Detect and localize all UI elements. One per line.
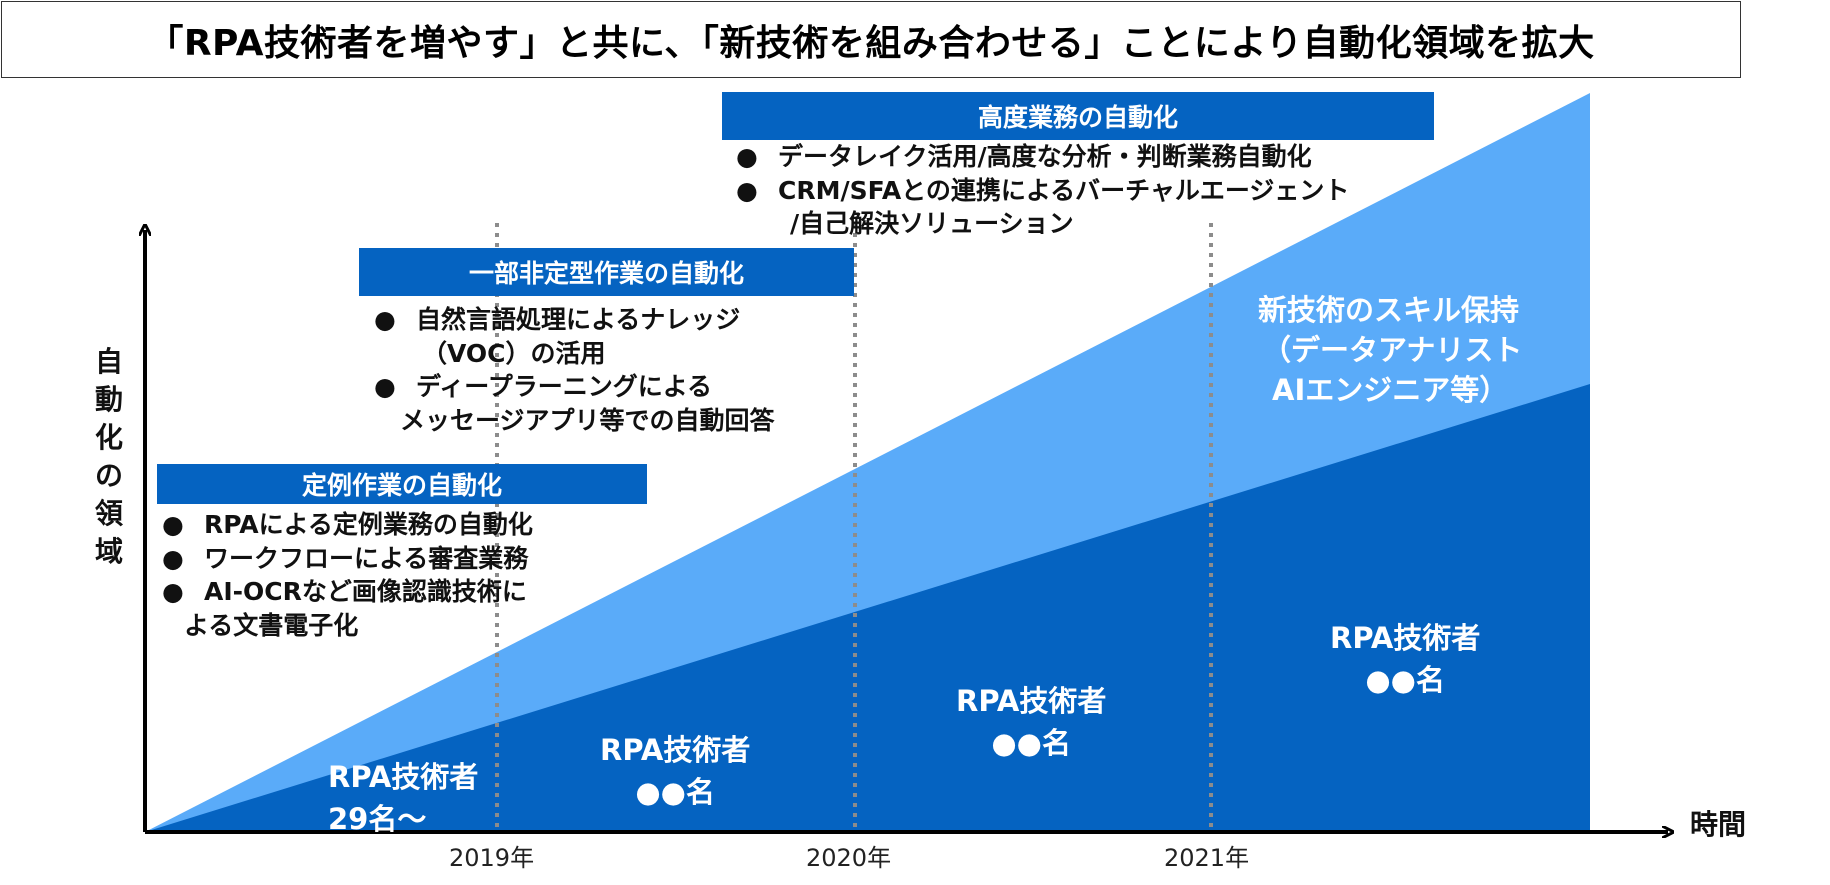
skill-line: 新技術のスキル保持 — [1258, 293, 1520, 327]
year-label-2019: 2019年 — [449, 844, 535, 872]
bullet-text-cont: （VOC）の活用 — [422, 338, 606, 368]
skill-line: （データアナリスト — [1262, 333, 1523, 367]
list-item: ● RPAによる定例業務の自動化 — [158, 508, 533, 542]
rpa-engineer-area — [145, 384, 1590, 832]
rpa-label-line: RPA技術者 — [956, 684, 1107, 718]
y-axis-char: の — [94, 459, 123, 492]
bullet-text-cont: /自己解決ソリューション — [790, 209, 1074, 238]
bullet-dot: ● — [736, 142, 758, 171]
list-item: ● ディープラーニングによるメッセージアプリ等での自動回答 — [370, 370, 775, 437]
phase-bullets-routine: ● RPAによる定例業務の自動化 ● ワークフローによる審査業務 ● AI-OCRなど… — [158, 508, 533, 642]
bullet-text: ワークフローによる審査業務 — [204, 543, 529, 573]
bullet-text: ディープラーニングによる — [416, 372, 713, 401]
rpa-label-line: ●●名 — [635, 775, 715, 809]
bullet-text: データレイク活用/高度な分析・判断業務自動化 — [778, 142, 1312, 171]
bullet-dot: ● — [162, 543, 184, 573]
list-item: ● AI-OCRなど画像認識技術による文書電子化 — [158, 575, 533, 642]
year-label-2021: 2021年 — [1164, 844, 1250, 872]
rpa-label-line: ●●名 — [1365, 663, 1445, 697]
bullet-text: 自然言語処理によるナレッジ — [416, 305, 741, 334]
rpa-label-line: RPA技術者 — [600, 733, 751, 767]
bullet-dot: ● — [162, 510, 184, 539]
bullet-text-cont: よる文書電子化 — [184, 610, 359, 640]
x-axis-label: 時間 — [1690, 808, 1747, 841]
phase-header-semi-structured: 一部非定型作業の自動化 — [359, 248, 854, 296]
list-item: ● データレイク活用/高度な分析・判断業務自動化 — [732, 140, 1349, 174]
list-item: ● CRM/SFAとの連携によるバーチャルエージェント/自己解決ソリューション — [732, 174, 1349, 241]
rpa-label-line: RPA技術者 — [1330, 621, 1481, 655]
y-axis-char: 化 — [94, 421, 123, 454]
bullet-dot: ● — [736, 175, 758, 205]
year-dividers — [495, 223, 1213, 832]
bullet-text: RPAによる定例業務の自動化 — [204, 510, 533, 539]
new-tech-skill-label: 新技術のスキル保持 （データアナリスト AIエンジニア等） — [1258, 290, 1522, 410]
list-item: ● 自然言語処理によるナレッジ （VOC）の活用 — [370, 303, 775, 370]
bullet-text: AI-OCRなど画像認識技術に — [204, 577, 527, 606]
y-axis-char: 動 — [94, 383, 123, 416]
list-item: ● ワークフローによる審査業務 — [158, 542, 533, 576]
y-axis-label: 自 動 化 の 領 域 — [93, 343, 125, 571]
y-axis-char: 自 — [94, 345, 123, 378]
year-label-2020: 2020年 — [806, 844, 892, 872]
phase-header-routine: 定例作業の自動化 — [157, 464, 647, 504]
rpa-label-initial: RPA技術者 29名～ — [328, 756, 478, 840]
rpa-label-line: RPA技術者 — [328, 760, 479, 794]
phase-bullets-advanced: ● データレイク活用/高度な分析・判断業務自動化 ● CRM/SFAとの連携によるバ… — [732, 140, 1349, 241]
bullet-dot: ● — [374, 372, 396, 401]
bullet-dot: ● — [162, 577, 184, 606]
rpa-label-line: ●●名 — [991, 726, 1071, 760]
phase-header-advanced: 高度業務の自動化 — [722, 92, 1434, 140]
rpa-label-2020: RPA技術者 ●●名 — [956, 680, 1106, 764]
phase-bullets-semi-structured: ● 自然言語処理によるナレッジ （VOC）の活用 ● ディープラーニングによるメッセー… — [370, 303, 775, 437]
y-axis-char: 域 — [94, 535, 123, 568]
bullet-dot: ● — [374, 305, 396, 334]
bullet-text: CRM/SFAとの連携によるバーチャルエージェント — [778, 175, 1350, 205]
page-title: 「RPA技術者を増やす」と共に、「新技術を組み合わせる」ことにより自動化領域を拡… — [1, 1, 1741, 78]
y-axis-char: 領 — [94, 497, 123, 530]
rpa-label-2021: RPA技術者 ●●名 — [1330, 617, 1480, 701]
bullet-text-cont: メッセージアプリ等での自動回答 — [400, 405, 775, 435]
skill-line: AIエンジニア等） — [1272, 373, 1509, 407]
rpa-label-2019: RPA技術者 ●●名 — [600, 729, 750, 813]
rpa-label-line: 29名～ — [328, 802, 427, 836]
